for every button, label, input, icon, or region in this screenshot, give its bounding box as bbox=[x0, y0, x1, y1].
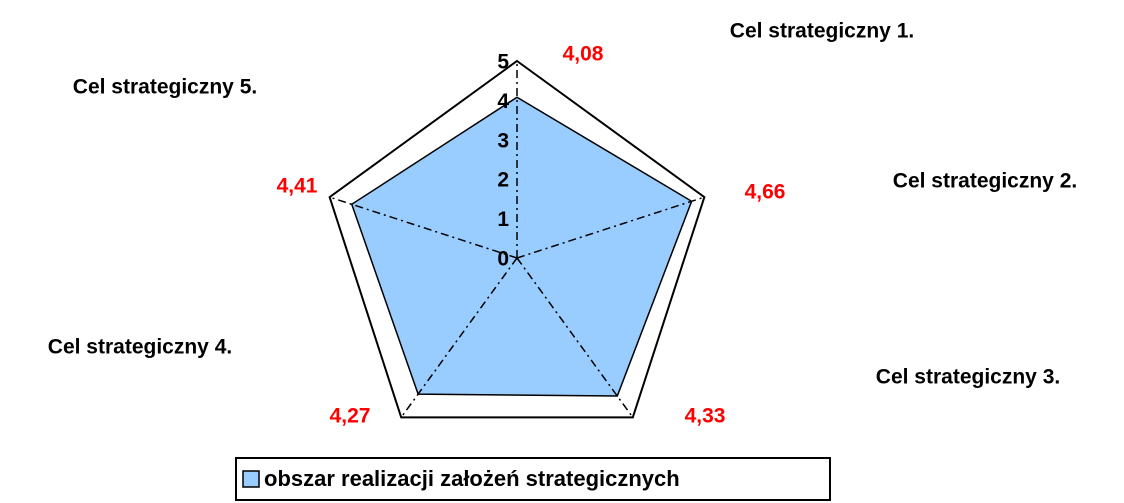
category-label: Cel strategiczny 3. bbox=[876, 366, 1060, 389]
tick-label: 0 bbox=[497, 248, 509, 271]
grid-ring bbox=[328, 59, 706, 419]
legend-swatch bbox=[242, 470, 260, 488]
axis-line bbox=[516, 196, 705, 259]
legend-box bbox=[235, 457, 831, 501]
tick-label: 3 bbox=[497, 129, 509, 152]
value-label: 4,66 bbox=[745, 181, 786, 204]
value-label: 4,27 bbox=[330, 405, 371, 428]
value-label: 4,33 bbox=[685, 405, 726, 428]
tick-label: 4 bbox=[497, 90, 509, 113]
category-label: Cel strategiczny 5. bbox=[73, 76, 257, 99]
axis-line bbox=[516, 257, 634, 418]
legend-label: obszar realizacji założeń strategicznych bbox=[264, 466, 680, 491]
category-label: Cel strategiczny 1. bbox=[730, 20, 914, 43]
tick-label: 2 bbox=[497, 169, 509, 192]
data-area bbox=[350, 96, 693, 397]
axis-line bbox=[400, 257, 518, 418]
value-label: 4,08 bbox=[563, 43, 604, 66]
axis-line bbox=[329, 196, 518, 259]
category-label: Cel strategiczny 2. bbox=[893, 170, 1077, 193]
tick-label: 1 bbox=[497, 208, 509, 231]
value-label: 4,41 bbox=[277, 175, 318, 198]
tick-label: 5 bbox=[497, 51, 509, 74]
category-label: Cel strategiczny 4. bbox=[48, 336, 232, 359]
